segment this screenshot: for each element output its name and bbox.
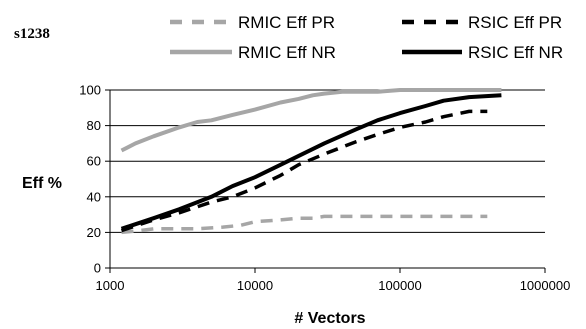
series-lines: [120, 88, 502, 235]
chart-title: s1238: [14, 26, 50, 42]
y-tick-label-0: 0: [94, 261, 101, 276]
x-tick-label-2: 100000: [378, 278, 421, 293]
legend: RMIC Eff PR RSIC Eff PR RMIC Eff NR RSIC Ef…: [170, 13, 563, 62]
series-line-rmic-eff-pr: [121, 214, 488, 235]
y-tick-label-2: 40: [87, 189, 101, 204]
y-tick-label-3: 60: [87, 154, 101, 169]
y-tick-label-1: 20: [87, 225, 101, 240]
x-tick-label-0: 1000: [96, 278, 125, 293]
legend-label-rsic-eff-pr: RSIC Eff PR: [468, 13, 562, 32]
x-tick-label-1: 10000: [237, 278, 273, 293]
x-axis-ticks: 1000 10000 100000 1000000: [96, 268, 571, 293]
series-line-rsic-eff-nr: [120, 93, 502, 231]
x-axis-label: # Vectors: [294, 310, 365, 327]
y-axis-ticks: 0 20 40 60 80 100: [79, 83, 110, 276]
legend-label-rmic-eff-nr: RMIC Eff NR: [238, 43, 336, 62]
y-tick-label-5: 100: [79, 83, 101, 98]
series-line-rmic-eff-nr: [120, 88, 502, 153]
y-axis-label: Eff %: [22, 175, 62, 192]
y-tick-label-4: 80: [87, 118, 101, 133]
axes: [109, 90, 545, 269]
legend-label-rsic-eff-nr: RSIC Eff NR: [468, 43, 563, 62]
x-tick-label-3: 1000000: [520, 278, 571, 293]
legend-label-rmic-eff-pr: RMIC Eff PR: [238, 13, 335, 32]
series-line-rsic-eff-pr: [120, 109, 488, 233]
